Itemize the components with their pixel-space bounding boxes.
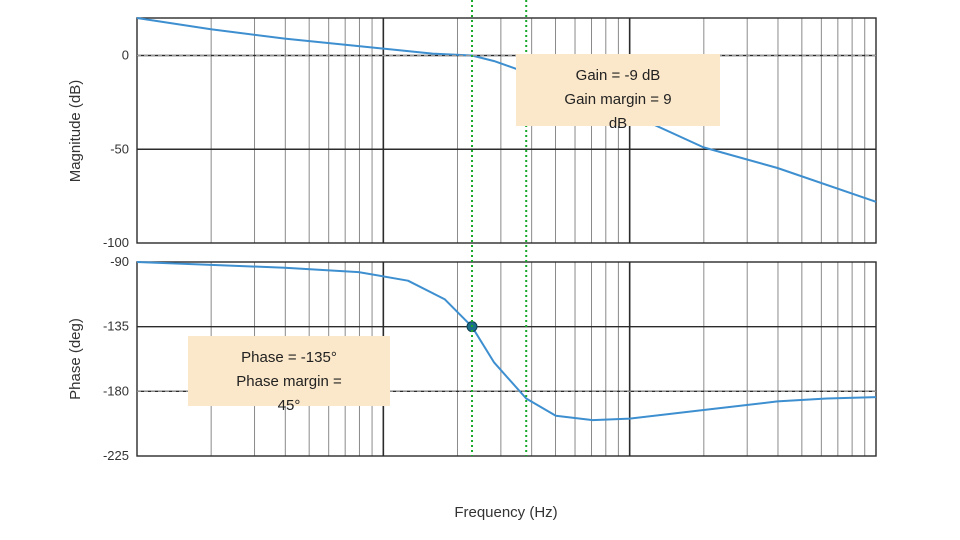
gain-annotation-box <box>516 54 720 126</box>
phase-annotation-box <box>188 336 390 406</box>
gain-annotation-line: Gain = -9 dB <box>576 67 661 84</box>
phase-annotation-line: Phase margin = <box>236 373 342 390</box>
gain-annotation-line: dB <box>609 115 627 132</box>
phase-axis-label: Phase (deg) <box>67 318 84 400</box>
magnitude-curve <box>136 17 877 203</box>
phase-frame <box>136 261 877 457</box>
frequency-axis-label: Frequency (Hz) <box>454 504 557 521</box>
magnitude-ytick-label: -50 <box>110 141 129 156</box>
magnitude-axis-label: Magnitude (dB) <box>67 80 84 183</box>
phase-annotation-line: 45° <box>278 397 301 414</box>
magnitude-frame <box>136 17 877 244</box>
magnitude-ytick-label: 0 <box>122 48 129 63</box>
magnitude-panel: 0 -50 -100 <box>103 17 877 250</box>
phase-ytick-label: -135 <box>103 319 129 334</box>
phase-ytick-label: -180 <box>103 383 129 398</box>
annotations: Gain = -9 dB Gain margin = 9 dB Phase = -13… <box>188 54 720 414</box>
phase-ytick-label: -90 <box>110 254 129 269</box>
phase-annotation-line: Phase = -135° <box>241 349 337 366</box>
phase-panel: -90 -135 -180 -225 <box>103 254 877 463</box>
magnitude-ytick-label: -100 <box>103 235 129 250</box>
phase-curve <box>136 261 877 422</box>
gain-annotation-line: Gain margin = 9 <box>564 91 671 108</box>
phase-ytick-label: -225 <box>103 448 129 463</box>
